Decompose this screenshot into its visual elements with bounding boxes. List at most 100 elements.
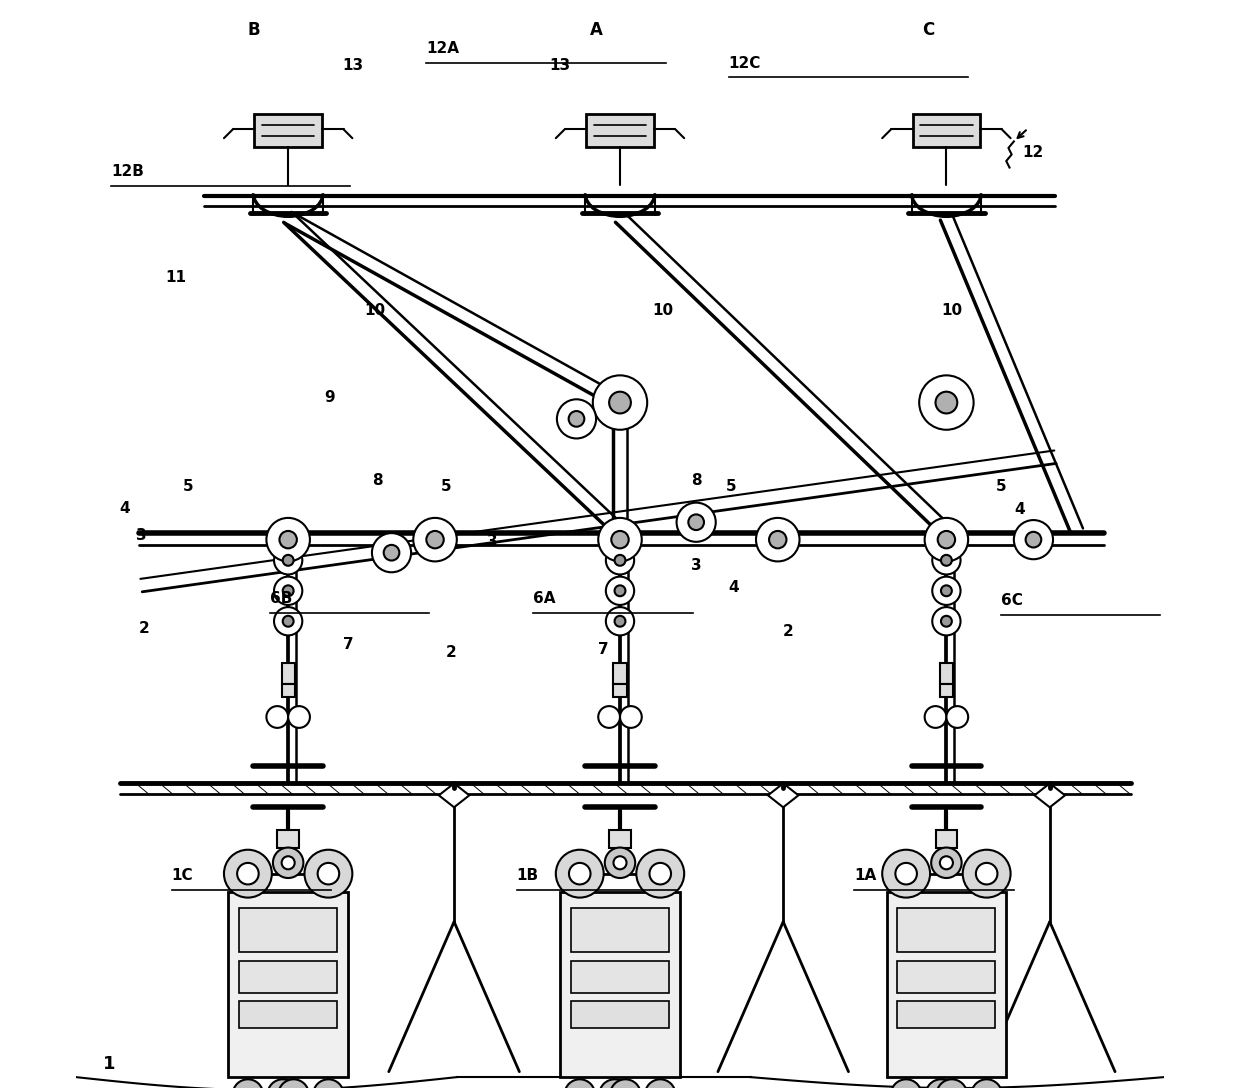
- Text: 3: 3: [487, 534, 498, 549]
- Circle shape: [636, 850, 684, 898]
- Circle shape: [557, 399, 596, 438]
- Text: 5: 5: [440, 479, 451, 494]
- Circle shape: [976, 863, 997, 885]
- Bar: [913, 114, 980, 147]
- Text: 12A: 12A: [427, 41, 459, 57]
- Circle shape: [593, 375, 647, 430]
- Text: 2: 2: [139, 621, 150, 636]
- Circle shape: [931, 848, 962, 878]
- Circle shape: [413, 518, 456, 561]
- Bar: [254, 114, 322, 147]
- Bar: [228, 892, 348, 1077]
- Text: 6A: 6A: [533, 591, 556, 606]
- Text: 1A: 1A: [854, 868, 877, 883]
- Circle shape: [615, 616, 625, 627]
- Bar: [281, 663, 295, 684]
- Text: 10: 10: [941, 302, 962, 318]
- Circle shape: [890, 1079, 921, 1088]
- Circle shape: [650, 863, 671, 885]
- Circle shape: [372, 533, 412, 572]
- Bar: [898, 961, 996, 993]
- Circle shape: [688, 515, 704, 530]
- Circle shape: [314, 1079, 343, 1088]
- Circle shape: [932, 577, 961, 605]
- Text: C: C: [923, 22, 935, 39]
- Circle shape: [283, 616, 294, 627]
- Text: 8: 8: [372, 473, 383, 489]
- Circle shape: [932, 607, 961, 635]
- Circle shape: [317, 863, 340, 885]
- Circle shape: [615, 585, 625, 596]
- Circle shape: [283, 555, 294, 566]
- Text: 2: 2: [784, 623, 794, 639]
- Bar: [940, 684, 952, 697]
- Text: 13: 13: [342, 58, 363, 73]
- Circle shape: [941, 585, 952, 596]
- Text: 3: 3: [691, 558, 702, 573]
- Circle shape: [279, 531, 296, 548]
- Circle shape: [1025, 532, 1042, 547]
- Circle shape: [278, 1079, 309, 1088]
- Circle shape: [895, 863, 916, 885]
- Text: 2: 2: [446, 645, 456, 660]
- Text: 3: 3: [136, 528, 146, 543]
- Text: 8: 8: [691, 473, 702, 489]
- Circle shape: [610, 1079, 641, 1088]
- Bar: [935, 830, 957, 848]
- Circle shape: [605, 848, 635, 878]
- Text: 10: 10: [652, 302, 673, 318]
- Polygon shape: [439, 783, 469, 807]
- Text: A: A: [589, 22, 603, 39]
- Text: 1: 1: [103, 1055, 115, 1073]
- Circle shape: [274, 577, 303, 605]
- Circle shape: [620, 706, 642, 728]
- Bar: [281, 684, 295, 697]
- Circle shape: [935, 392, 957, 413]
- Circle shape: [946, 706, 968, 728]
- Circle shape: [611, 531, 629, 548]
- Polygon shape: [1034, 783, 1065, 807]
- Text: 10: 10: [365, 302, 386, 318]
- Circle shape: [598, 706, 620, 728]
- Text: 12: 12: [1023, 145, 1044, 160]
- Circle shape: [925, 518, 968, 561]
- Text: 5: 5: [996, 479, 1006, 494]
- Bar: [560, 892, 680, 1077]
- Circle shape: [614, 856, 626, 869]
- Bar: [572, 908, 668, 952]
- Circle shape: [267, 518, 310, 561]
- Circle shape: [237, 863, 259, 885]
- Text: 1B: 1B: [517, 868, 538, 883]
- Circle shape: [925, 706, 946, 728]
- Circle shape: [233, 1079, 263, 1088]
- Bar: [239, 961, 337, 993]
- Bar: [278, 830, 299, 848]
- Circle shape: [564, 1079, 595, 1088]
- Circle shape: [273, 848, 304, 878]
- Circle shape: [615, 555, 625, 566]
- Bar: [887, 892, 1006, 1077]
- Circle shape: [926, 1079, 956, 1088]
- Circle shape: [606, 546, 634, 574]
- Bar: [898, 908, 996, 952]
- Circle shape: [941, 555, 952, 566]
- Polygon shape: [768, 783, 799, 807]
- Circle shape: [268, 1079, 298, 1088]
- Text: 1C: 1C: [172, 868, 193, 883]
- Circle shape: [283, 585, 294, 596]
- Circle shape: [645, 1079, 676, 1088]
- Circle shape: [940, 856, 952, 869]
- Circle shape: [882, 850, 930, 898]
- Circle shape: [606, 607, 634, 635]
- Circle shape: [936, 1079, 967, 1088]
- Text: 9: 9: [324, 390, 335, 405]
- Circle shape: [598, 518, 642, 561]
- Bar: [614, 684, 626, 697]
- Bar: [572, 961, 668, 993]
- Text: 4: 4: [729, 580, 739, 595]
- Circle shape: [962, 850, 1011, 898]
- Bar: [609, 830, 631, 848]
- Text: 4: 4: [119, 500, 130, 516]
- Circle shape: [281, 856, 295, 869]
- Circle shape: [305, 850, 352, 898]
